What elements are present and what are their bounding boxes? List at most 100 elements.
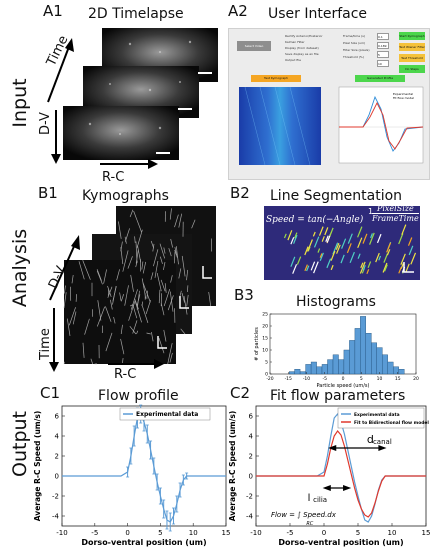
kymograph-streak — [90, 358, 94, 365]
x-tick-label: 10 — [377, 376, 383, 382]
kymograph-streak — [120, 241, 123, 252]
kymograph-streak — [180, 328, 186, 335]
segment-line — [408, 245, 414, 256]
a1-axis-dv: D-V — [38, 112, 53, 135]
field-input[interactable]: 0.1 — [377, 33, 389, 40]
kymograph-streak — [96, 270, 103, 285]
segment-line — [312, 231, 316, 237]
segment-line — [398, 233, 404, 245]
x-tick-label: -20 — [266, 376, 273, 382]
option-item[interactable]: Rectify Anterior/Posterior — [285, 34, 323, 38]
segment-line — [382, 262, 388, 273]
histogram-bar — [327, 359, 334, 375]
d-canal-arrow-head — [328, 445, 337, 451]
select-video-button[interactable]: Select Video — [237, 41, 271, 51]
histogram-bar — [349, 340, 356, 375]
kymograph-streak — [208, 291, 212, 307]
segment-line — [318, 226, 324, 236]
kymograph-streak — [187, 285, 189, 293]
segment-line — [283, 233, 287, 239]
kymograph-streak — [132, 320, 138, 334]
kymograph-streak — [174, 214, 179, 228]
dv-arrow-head — [71, 235, 80, 250]
field-input[interactable]: 0.189 — [377, 42, 389, 49]
field-input[interactable]: 10 — [377, 60, 389, 67]
kymograph-streak — [84, 318, 90, 335]
option-item[interactable]: Display (from dataset) — [285, 46, 319, 50]
timelapse-stack — [47, 28, 218, 164]
segment-line — [357, 226, 363, 238]
segment-line — [341, 238, 347, 249]
segment-line — [287, 230, 293, 241]
segment-line — [360, 262, 364, 269]
y-tick-label: 4 — [55, 433, 60, 441]
kymograph-streak — [124, 236, 127, 244]
kymograph-streak — [82, 260, 91, 280]
segment-line — [340, 254, 345, 264]
x-tick-label: 0 — [322, 529, 326, 537]
field-label: Frame/time (s) — [343, 34, 365, 38]
kymograph-streak — [150, 272, 154, 280]
kymograph-streak — [122, 250, 129, 272]
segment-line — [319, 252, 324, 262]
segment-line — [378, 255, 382, 261]
segment-line — [401, 224, 407, 235]
kymograph-streak — [156, 273, 162, 292]
kymograph-streak — [64, 285, 66, 294]
kymograph-streak — [78, 261, 85, 280]
kymograph-streak — [169, 291, 174, 312]
y-tick-label: -4 — [52, 513, 60, 521]
frac-numerator: PixelSize — [372, 204, 419, 214]
kymograph-streak — [159, 256, 163, 265]
kymograph-streak — [128, 301, 136, 321]
segment-line — [384, 264, 388, 272]
x-tick-label: -15 — [285, 376, 292, 382]
y-tick-label: -4 — [246, 513, 254, 521]
do-steps-button[interactable]: Do Steps — [399, 65, 425, 73]
test-wiener-filter-button[interactable]: Test Wiener Filter — [399, 43, 425, 51]
dv-arrow-head — [51, 154, 61, 164]
segment-line — [410, 252, 417, 265]
histogram-bar — [310, 361, 317, 375]
speed-formula: Speed = tan(−Angle) — [266, 215, 364, 225]
segment-line — [386, 249, 391, 256]
kymograph-streak — [164, 283, 167, 293]
start-kymograph-button[interactable]: Start Kymograph — [399, 32, 425, 40]
x-tick-label: 15 — [222, 529, 230, 537]
test-kymograph-button[interactable]: Test Kymograph — [251, 75, 301, 82]
segment-line — [319, 253, 323, 258]
scale-bar — [198, 72, 212, 74]
option-item[interactable]: Save display as an file — [285, 52, 319, 56]
segment-line — [349, 251, 355, 264]
field-input[interactable]: 5 — [377, 51, 389, 58]
kymograph-streak — [160, 303, 165, 316]
fit-flow-chart: -10 -5 0 5 10 15 -4 -2 0 2 4 6 Dorso-ventral positio… — [228, 405, 430, 547]
segment-line — [400, 253, 406, 265]
legend-box — [337, 407, 425, 429]
panel-title-b3: Histograms — [296, 294, 376, 310]
ui-profile-preview: Experimental Fit flow model — [338, 86, 424, 164]
x-tick-label: -10 — [56, 529, 67, 537]
generated-profile-button[interactable]: Generated Profile — [355, 75, 405, 82]
histogram-bar — [299, 371, 306, 375]
kymograph-streak — [105, 306, 112, 322]
kymograph-streak — [158, 289, 161, 304]
x-tick-label: -10 — [303, 376, 310, 382]
option-item[interactable]: Output file — [285, 58, 301, 62]
segment-line — [292, 264, 298, 274]
test-threshold-button[interactable]: Test Threshold — [399, 54, 425, 62]
kymograph-streak — [129, 209, 134, 218]
rc-arrow — [100, 159, 158, 169]
segment-line — [306, 265, 310, 272]
segment-line — [304, 246, 309, 256]
panel-title-c1: Flow profile — [98, 388, 179, 404]
segment-line — [326, 258, 332, 269]
flow-formula: Flow = ∫ Speed.dx — [271, 511, 337, 519]
a1-axis-rc: R-C — [102, 170, 125, 185]
option-item[interactable]: Kalman Filter — [285, 40, 305, 44]
segment-line — [335, 242, 340, 250]
x-axis-label: Dorso-ventral position (um) — [278, 538, 403, 547]
kymograph-streak — [75, 294, 77, 302]
kymograph-streak — [105, 332, 113, 352]
kymograph-streak — [136, 330, 139, 335]
